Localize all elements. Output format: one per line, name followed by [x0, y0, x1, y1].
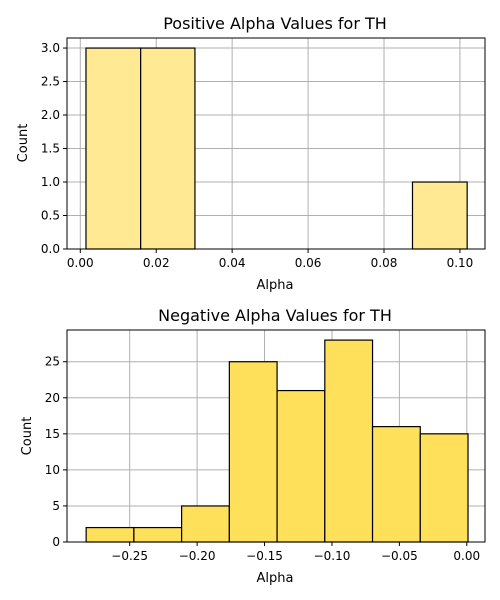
x-tick-label: −0.15 [246, 549, 283, 563]
y-tick-label: 0 [52, 535, 60, 549]
x-tick-label: 0.00 [453, 549, 480, 563]
y-tick-label: 0.0 [41, 242, 60, 256]
x-tick-label: −0.25 [111, 549, 148, 563]
histogram-bar [85, 526, 135, 543]
histogram-bar [133, 526, 183, 543]
histogram-bar [140, 47, 196, 250]
y-tick-label: 3.0 [41, 41, 60, 55]
positive-alpha-histogram: Positive Alpha Values for TH Alpha Count… [16, 14, 486, 293]
histogram-bar [371, 426, 421, 543]
y-tick-label: 2.0 [41, 108, 60, 122]
chart-title: Negative Alpha Values for TH [158, 306, 392, 325]
x-tick-label: 0.08 [371, 256, 398, 270]
y-tick-label: 10 [45, 463, 60, 477]
histogram-bar [85, 47, 142, 250]
histogram-bar [276, 389, 326, 543]
x-tick-label: 0.06 [295, 256, 322, 270]
axis-ticks: 0.00 0.02 0.04 0.06 0.08 0.10 0.0 0.5 1.0 1.5 2.0 2… [41, 41, 473, 270]
x-axis-label: Alpha [257, 278, 294, 293]
y-tick-label: 1.5 [41, 142, 60, 156]
y-tick-label: 25 [45, 355, 60, 369]
y-tick-label: 20 [45, 391, 60, 405]
axes-frame [66, 37, 486, 250]
x-axis-label: Alpha [257, 571, 294, 586]
histogram-bar [228, 361, 278, 543]
y-axis-label: Count [20, 417, 35, 456]
x-tick-label: −0.20 [179, 549, 216, 563]
y-tick-label: 2.5 [41, 75, 60, 89]
axes-frame [66, 329, 486, 543]
x-tick-label: 0.04 [219, 256, 246, 270]
histogram-bars [85, 339, 469, 543]
histogram-bars [85, 47, 468, 250]
x-tick-label: 0.00 [67, 256, 94, 270]
y-tick-label: 0.5 [41, 209, 60, 223]
y-tick-label: 15 [45, 427, 60, 441]
histogram-bar [324, 339, 374, 543]
x-tick-label: 0.02 [143, 256, 170, 270]
x-tick-label: 0.10 [447, 256, 474, 270]
negative-alpha-histogram: Negative Alpha Values for TH Alpha Count… [20, 306, 486, 586]
y-axis-label: Count [16, 124, 31, 163]
histogram-bar [419, 433, 469, 543]
x-tick-label: −0.05 [381, 549, 418, 563]
y-tick-label: 1.0 [41, 175, 60, 189]
histogram-bar [411, 181, 468, 250]
axis-ticks: −0.25 −0.20 −0.15 −0.10 −0.05 0.00 0 5 10 15 20 25 [45, 355, 480, 563]
y-tick-label: 5 [52, 499, 60, 513]
chart-title: Positive Alpha Values for TH [163, 14, 387, 33]
histogram-bar [181, 505, 230, 543]
x-tick-label: −0.10 [314, 549, 351, 563]
